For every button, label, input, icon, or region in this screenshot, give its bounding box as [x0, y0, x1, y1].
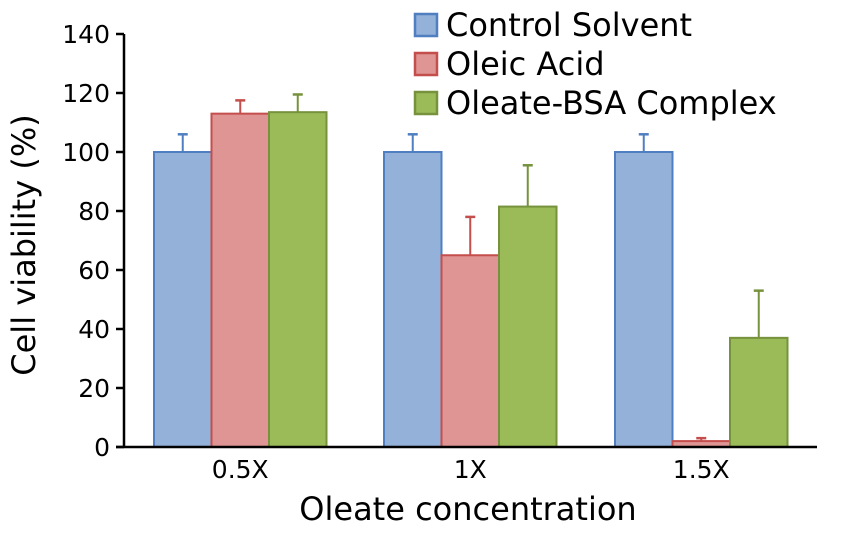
y-ticks-group: 0 20 40 60 80 100 120 140: [62, 20, 124, 462]
y-tick-label: 120: [62, 79, 110, 108]
x-ticks-group: 0.5X 1X 1.5X: [212, 455, 730, 484]
y-tick-label: 140: [62, 20, 110, 49]
y-axis-title: Cell viability (%): [5, 114, 43, 375]
legend-swatch: [413, 51, 439, 77]
y-tick-label: 40: [78, 315, 110, 344]
bar: [440, 254, 500, 448]
y-tick-label: 60: [78, 256, 110, 285]
x-tick-label: 1.5X: [673, 455, 730, 484]
axes-group: [116, 34, 817, 449]
legend-label: Oleic Acid: [446, 45, 605, 83]
y-tick-label: 100: [62, 138, 110, 167]
legend-label: Oleate-BSA Complex: [446, 84, 777, 122]
y-tick-label: 20: [78, 374, 110, 403]
bar: [383, 151, 443, 448]
bar: [210, 112, 270, 449]
bar: [498, 205, 558, 448]
bars-group: [153, 93, 789, 449]
legend-label: Control Solvent: [446, 6, 692, 44]
x-tick-label: 1X: [454, 455, 487, 484]
legend-swatch: [413, 12, 439, 38]
bar: [268, 111, 328, 449]
bar: [614, 151, 674, 448]
x-axis-title: Oleate concentration: [299, 490, 636, 528]
x-tick-label: 0.5X: [212, 455, 269, 484]
y-tick-label: 80: [78, 197, 110, 226]
legend-swatch: [413, 90, 439, 116]
bar: [729, 336, 789, 449]
bar: [153, 151, 213, 448]
y-tick-label: 0: [94, 433, 110, 462]
